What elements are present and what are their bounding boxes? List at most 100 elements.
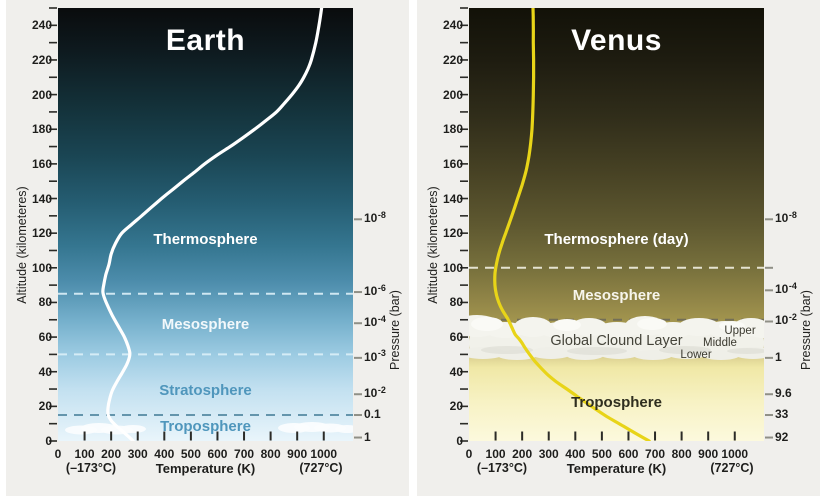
surface-cloud: [120, 425, 146, 433]
earth-plot-canvas: [49, 7, 362, 442]
altitude-tick-label: 180: [31, 122, 52, 137]
pressure-tick-label: 10-4: [775, 281, 797, 299]
temperature-tick-label: 800: [671, 447, 692, 461]
altitude-tick-label: 120: [442, 226, 463, 241]
pressure-axis-title: Pressure (bar): [388, 290, 402, 370]
temperature-axis-title: Temperature (K): [566, 461, 667, 476]
global-cloud-band: [469, 315, 764, 360]
pressure-tick-label: 1: [364, 429, 371, 446]
pressure-tick-label: 33: [775, 406, 788, 423]
pressure-base: 92: [775, 429, 789, 444]
pressure-tick-label: 1: [775, 349, 782, 366]
layer-label: Mesosphere: [572, 286, 661, 304]
temperature-tick-label: 100: [485, 447, 506, 461]
pressure-base: 1: [364, 429, 371, 444]
pressure-base: 33: [775, 407, 789, 422]
altitude-tick-label: 200: [31, 87, 52, 102]
temperature-axis-title: Temperature (K): [155, 461, 256, 476]
pressure-exponent: -4: [788, 280, 797, 291]
temperature-tick-label: 800: [260, 447, 281, 461]
pressure-tick-label: 10-2: [775, 312, 797, 330]
altitude-tick-label: 80: [449, 295, 463, 310]
altitude-tick-label: 140: [442, 191, 463, 206]
altitude-tick-label: 60: [38, 330, 52, 345]
surface-cloud: [335, 425, 353, 433]
cloud-puff: [637, 318, 667, 330]
pressure-base: 10: [364, 315, 378, 330]
pressure-axis-title: Pressure (bar): [799, 290, 813, 370]
temperature-tick-label: 500: [591, 447, 612, 461]
cloud-puff: [633, 350, 673, 360]
pressure-base: 10: [364, 386, 378, 401]
cloud-sublayer-label: Middle: [703, 337, 737, 349]
altitude-tick-label: 60: [449, 330, 463, 345]
pressure-exponent: -2: [788, 311, 797, 322]
temperature-tick-label: 0: [465, 447, 473, 461]
altitude-tick-label: 240: [442, 18, 463, 33]
celsius-left-label: (–173°C): [65, 461, 117, 475]
temperature-tick-label: 1000: [721, 447, 749, 461]
pressure-base: 1: [775, 349, 782, 364]
pressure-base: 9.6: [775, 386, 792, 401]
layer-label: Stratosphere: [159, 381, 252, 399]
altitude-tick-label: 180: [442, 122, 463, 137]
pressure-tick-label: 10-2: [364, 385, 386, 403]
cloud-shadow: [481, 346, 533, 354]
pressure-base: 10: [775, 211, 789, 226]
cloud-puff: [471, 317, 503, 331]
altitude-tick-label: 220: [442, 52, 463, 67]
surface-clouds: [65, 422, 353, 435]
venus-plot-canvas: [460, 7, 773, 442]
venus-panel: Venus Altitude (kilometeres) Pressure (b…: [417, 0, 820, 496]
altitude-tick-label: 160: [442, 156, 463, 171]
cloud-shadow: [659, 346, 711, 354]
layer-label: Global Clound Layer: [550, 332, 683, 349]
temperature-tick-label: 900: [287, 447, 308, 461]
pressure-tick-label: 0.1: [364, 406, 381, 423]
venus-chart-title: Venus: [571, 24, 662, 57]
temperature-tick-label: 700: [234, 447, 255, 461]
cloud-puff: [553, 319, 581, 331]
pressure-tick-label: 9.6: [775, 385, 792, 402]
celsius-right-label: (727°C): [299, 461, 343, 475]
temperature-tick-label: 500: [180, 447, 201, 461]
altitude-tick-label: 200: [442, 87, 463, 102]
temperature-curve: [493, 8, 651, 441]
altitude-tick-label: 140: [31, 191, 52, 206]
celsius-right-label: (727°C): [710, 461, 754, 475]
pressure-base: 10: [775, 282, 789, 297]
pressure-base: 10: [364, 211, 378, 226]
altitude-tick-label: 40: [449, 364, 463, 379]
temperature-tick-label: 600: [618, 447, 639, 461]
cloud-puff: [719, 321, 745, 331]
temperature-tick-label: 700: [645, 447, 666, 461]
celsius-left-label: (–173°C): [476, 461, 528, 475]
pressure-exponent: -8: [377, 209, 386, 220]
temperature-tick-label: 400: [154, 447, 175, 461]
layer-label: Troposphere: [571, 393, 662, 411]
temperature-tick-label: 0: [54, 447, 62, 461]
plot-background: [58, 8, 353, 441]
plot-background: [469, 8, 764, 441]
altitude-tick-label: 100: [31, 260, 52, 275]
pressure-exponent: -2: [377, 384, 386, 395]
earth-chart-title: Earth: [165, 24, 246, 57]
pressure-base: 10: [775, 313, 789, 328]
pressure-exponent: -3: [377, 348, 386, 359]
cloud-sublayer-label: Lower: [680, 349, 712, 362]
cloud-shadow: [567, 347, 627, 355]
temperature-tick-label: 200: [512, 447, 533, 461]
altitude-tick-label: 40: [38, 364, 52, 379]
pressure-tick-label: 10-6: [364, 283, 386, 301]
pressure-base: 0.1: [364, 407, 381, 422]
pressure-tick-label: 10-3: [364, 348, 386, 367]
temperature-tick-label: 100: [74, 447, 95, 461]
layer-label: Mesosphere: [161, 315, 250, 333]
altitude-tick-label: 240: [31, 18, 52, 33]
altitude-tick-label: 120: [31, 226, 52, 241]
pressure-exponent: -4: [377, 313, 386, 324]
layer-label: Troposphere: [160, 418, 251, 436]
pressure-base: 10: [364, 349, 378, 364]
temperature-tick-label: 300: [127, 447, 148, 461]
